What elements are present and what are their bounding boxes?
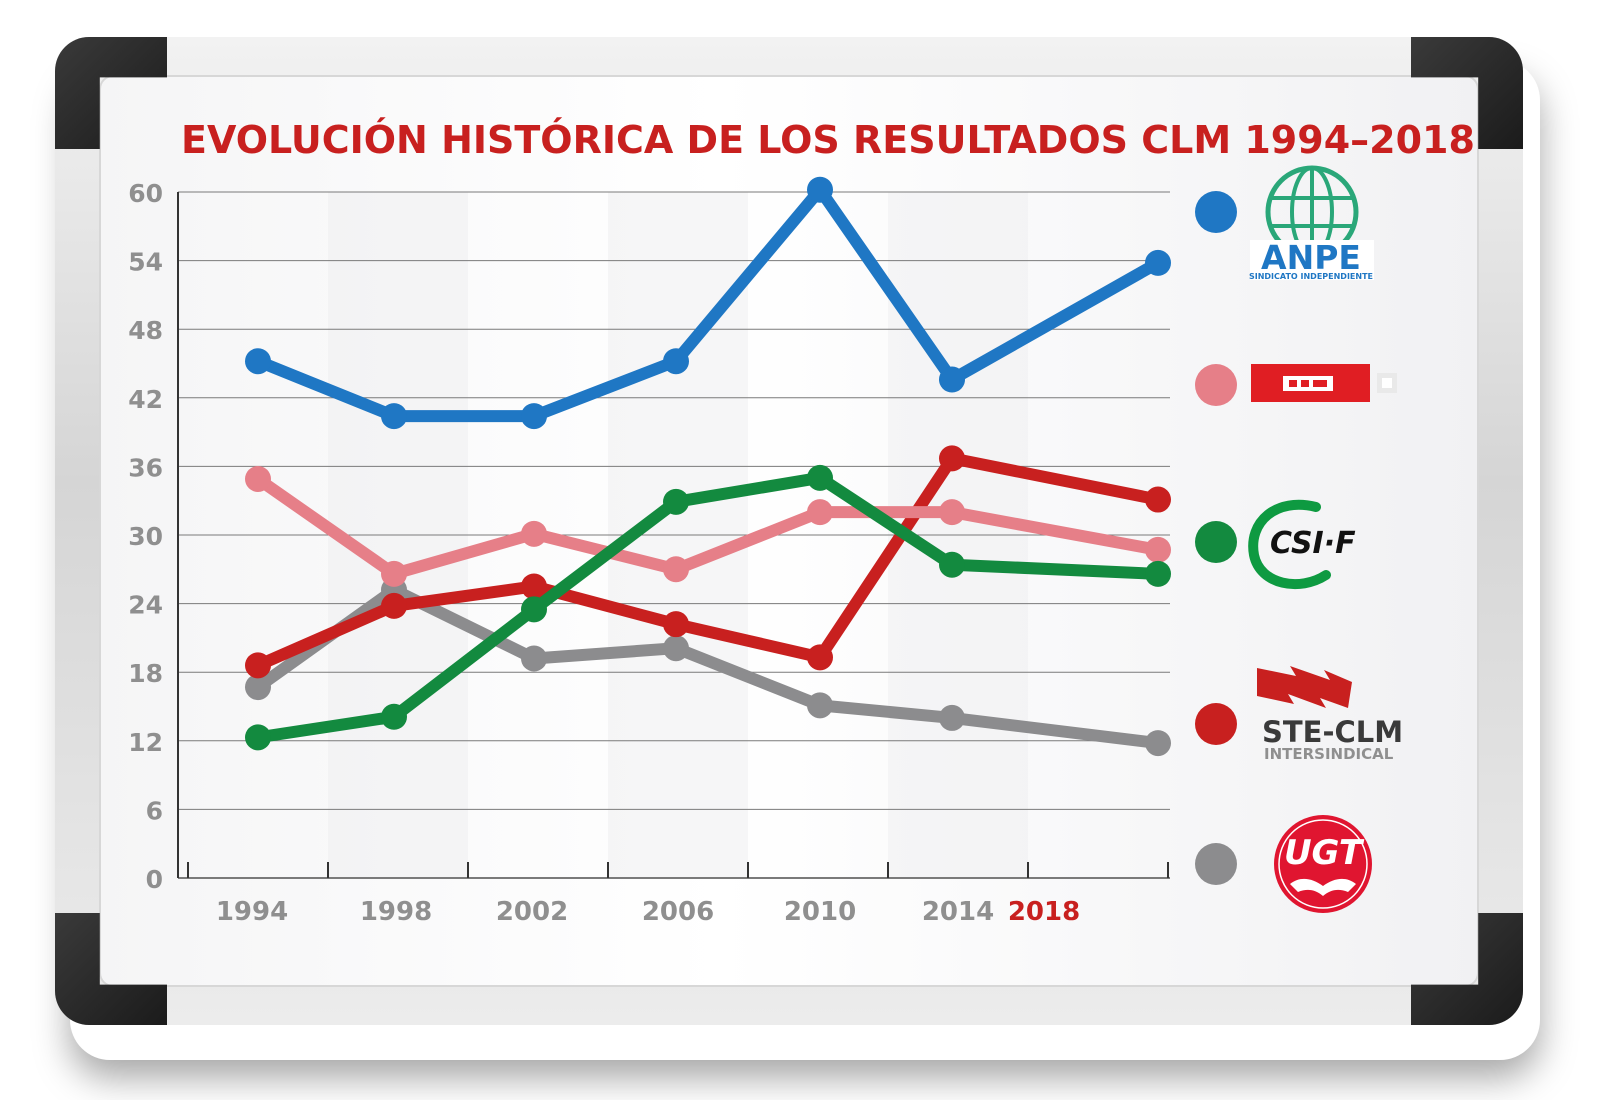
series-point-ugt <box>663 635 689 662</box>
series-point-csif <box>381 703 407 730</box>
series-point-pink-series <box>807 499 833 526</box>
legend-dot-anpe <box>1195 191 1237 233</box>
series-point-csif <box>521 596 547 623</box>
series-point-pink-series <box>939 499 965 526</box>
ste-clm-logo: STE-CLM INTERSINDICAL <box>1257 666 1403 763</box>
series-point-pink-series <box>245 465 271 492</box>
series-point-csif <box>1145 560 1171 587</box>
anpe-logo-subtext: SINDICATO INDEPENDIENTE <box>1249 272 1373 281</box>
x-tick-label: 1994 <box>216 897 288 927</box>
series-point-ugt <box>939 704 965 731</box>
ugt-logo: UGT <box>1274 815 1372 913</box>
series-point-anpe <box>521 403 547 430</box>
x-tick-label: 2018 <box>1008 897 1080 927</box>
legend: ANPE SINDICATO INDEPENDIENTE CSI·F STE-C… <box>1195 165 1403 913</box>
y-tick-label: 42 <box>128 385 163 414</box>
series-point-ste-clm <box>521 573 547 600</box>
series-point-csif <box>245 724 271 751</box>
anpe-logo: ANPE SINDICATO INDEPENDIENTE <box>1249 165 1374 281</box>
series-point-csif <box>939 551 965 578</box>
axes: 0 6 12 18 24 30 36 42 48 54 60 1994 1998 2002 2006 2010… <box>128 179 1169 927</box>
series-point-anpe <box>939 366 965 393</box>
series-point-csif <box>807 464 833 491</box>
series-point-ste-clm <box>381 592 407 619</box>
legend-dot-ugt <box>1195 843 1237 885</box>
csif-logo-text: CSI·F <box>1270 526 1356 561</box>
grid <box>178 191 1170 879</box>
series-point-anpe <box>245 348 271 375</box>
y-tick-label: 24 <box>128 591 163 620</box>
x-tick-label: 1998 <box>360 897 432 927</box>
y-tick-label: 60 <box>128 179 163 208</box>
chart-title: EVOLUCIÓN HISTÓRICA DE LOS RESULTADOS CL… <box>181 118 1475 162</box>
series-point-csif <box>663 488 689 515</box>
series-point-anpe <box>663 348 689 375</box>
series-point-ugt <box>1145 730 1171 757</box>
series-point-ste-clm <box>663 611 689 638</box>
x-tick-label: 2010 <box>784 897 856 927</box>
y-tick-label: 18 <box>128 659 163 688</box>
csif-logo: CSI·F <box>1248 499 1356 590</box>
anpe-logo-text: ANPE <box>1261 238 1361 277</box>
series-point-ugt <box>521 645 547 672</box>
series-point-pink-series <box>1145 536 1171 563</box>
series-point-ugt <box>807 692 833 719</box>
legend-dot-pink-series <box>1195 364 1237 406</box>
ste-clm-logo-text: STE-CLM <box>1262 715 1403 749</box>
y-tick-label: 30 <box>128 522 163 551</box>
ste-clm-logo-subtext: INTERSINDICAL <box>1264 745 1394 763</box>
series-point-pink-series <box>521 520 547 547</box>
x-tick-label: 2002 <box>496 897 568 927</box>
series-point-pink-series <box>663 556 689 583</box>
y-tick-label: 12 <box>128 728 163 757</box>
x-tick-label: 2006 <box>642 897 714 927</box>
series-point-anpe <box>1145 249 1171 276</box>
series-point-ste-clm <box>939 445 965 472</box>
y-tick-label: 0 <box>146 865 163 894</box>
pink-series-logo <box>1251 364 1397 402</box>
y-tick-label: 48 <box>128 316 163 345</box>
series-point-anpe <box>807 176 833 203</box>
series-point-anpe <box>381 403 407 430</box>
y-tick-label: 36 <box>128 453 163 482</box>
legend-dot-csif <box>1195 521 1237 563</box>
series-point-ugt <box>245 674 271 701</box>
series-point-pink-series <box>381 560 407 587</box>
series-point-ste-clm <box>245 652 271 679</box>
x-tick-label: 2014 <box>922 897 994 927</box>
series <box>245 176 1171 757</box>
y-tick-label: 6 <box>146 796 163 825</box>
ugt-logo-text: UGT <box>1284 833 1365 873</box>
y-tick-label: 54 <box>128 248 163 277</box>
series-point-ste-clm <box>807 644 833 671</box>
series-point-ste-clm <box>1145 486 1171 513</box>
legend-dot-ste-clm <box>1195 703 1237 745</box>
